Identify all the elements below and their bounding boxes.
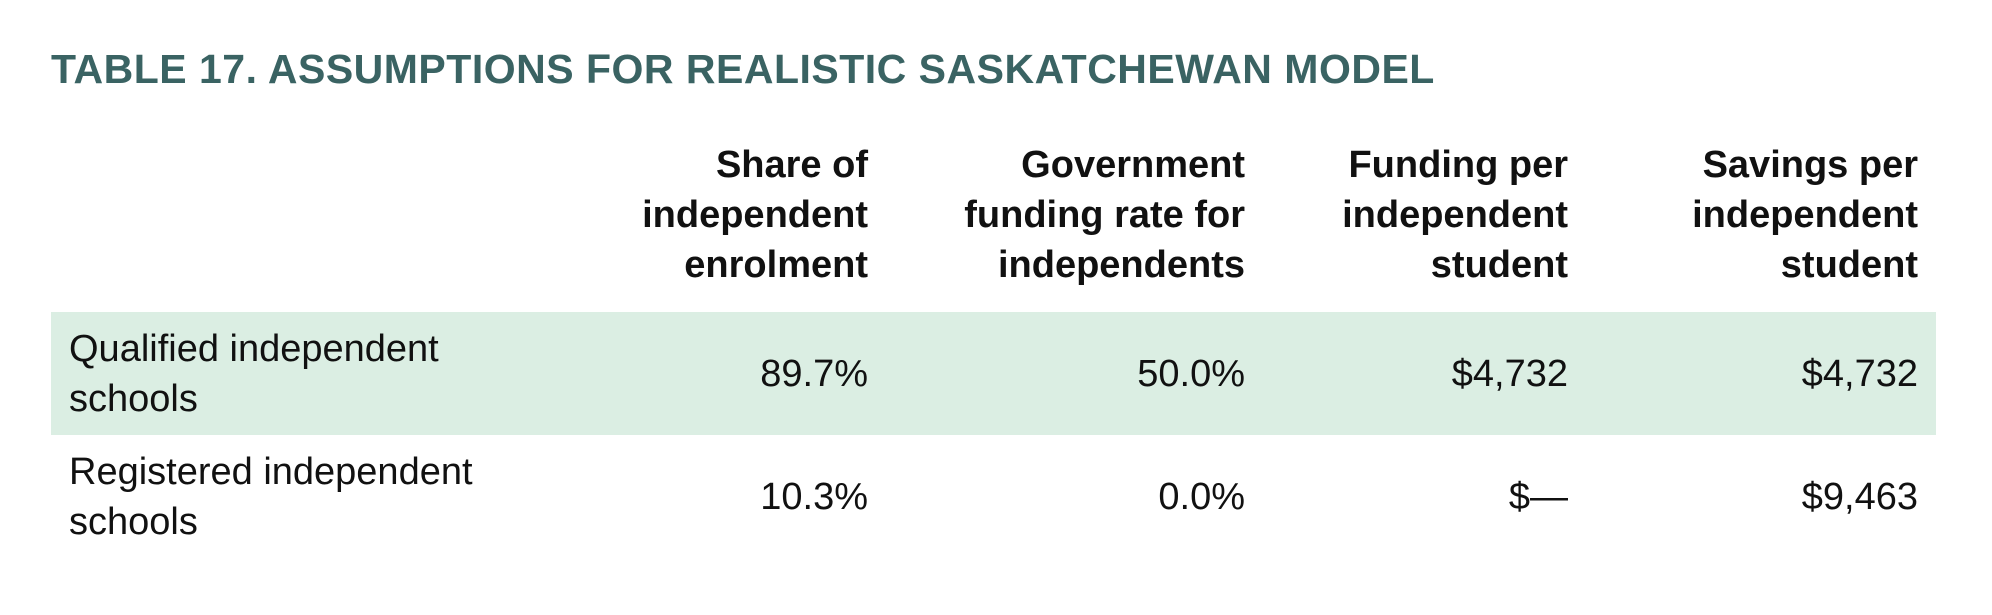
column-header: Share of independent enrolment [642,144,868,286]
cell: $9,463 [1801,475,1918,518]
cell: $4,732 [1451,352,1568,395]
cell: 50.0% [1137,352,1245,395]
cell: $— [1508,475,1568,518]
cell: 10.3% [760,475,868,518]
column-header: Funding per independent student [1342,144,1568,286]
column-header: Government funding rate for independents [964,144,1245,286]
column-header: Savings per independent student [1692,144,1918,286]
row-highlight [51,312,1936,435]
cell: $4,732 [1801,352,1918,395]
cell: 0.0% [1158,475,1245,518]
cell: 89.7% [760,352,868,395]
table-title: TABLE 17. ASSUMPTIONS FOR REALISTIC SASK… [51,46,1435,92]
row-label: Qualified independent schools [69,327,439,420]
row-label: Registered independent schools [69,450,473,543]
